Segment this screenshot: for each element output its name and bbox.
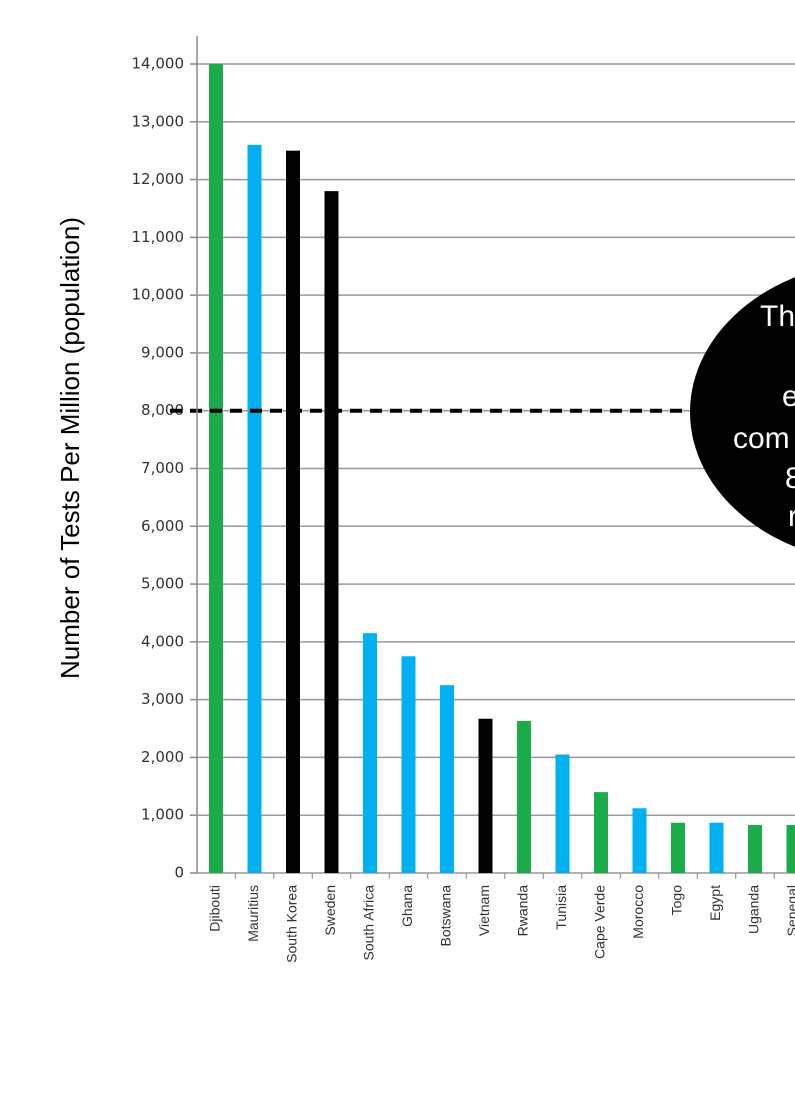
bar [363, 633, 377, 873]
bar [286, 150, 300, 873]
annotation-text: 8 [785, 462, 795, 495]
y-tick-label: 0 [174, 864, 184, 882]
x-tick-label: Rwanda [515, 885, 531, 937]
bar [632, 808, 647, 873]
bar [748, 825, 762, 873]
y-tick-label: 1,000 [141, 806, 184, 824]
x-tick-label: Senegal [784, 885, 795, 936]
annotation-text: com [733, 422, 790, 455]
x-tick-label: Botswana [438, 885, 454, 947]
bar [786, 825, 795, 873]
x-tick-label: Cape Verde [592, 885, 608, 959]
x-tick-label: Sweden [322, 885, 338, 936]
x-tick-label: Tunisia [553, 885, 569, 930]
y-tick-label: 9,000 [141, 343, 184, 361]
bars: Djibouti Mauritius South Korea Sweden South … [207, 64, 795, 963]
bar [209, 64, 223, 873]
x-tick-label: Morocco [630, 885, 646, 939]
y-tick-label: 6,000 [141, 517, 184, 535]
bar [324, 191, 339, 874]
x-tick-label: Togo [669, 885, 685, 916]
y-tick-label: 13,000 [132, 112, 185, 130]
y-tick-label: 10,000 [132, 286, 185, 304]
x-tick-label: Vietnam [476, 885, 492, 936]
bar [247, 144, 262, 873]
x-tick-label: South Africa [361, 885, 377, 961]
x-tick-label: Egypt [707, 885, 723, 921]
x-tick-label: Ghana [399, 885, 415, 927]
y-tick-label: 4,000 [141, 632, 184, 650]
y-tick-label: 11,000 [132, 228, 185, 246]
y-tick-label: 12,000 [132, 170, 185, 188]
annotation-text: e [782, 380, 795, 413]
y-tick-label: 14,000 [132, 55, 185, 73]
y-tick-label: 3,000 [141, 690, 184, 708]
y-tick-label: 8,000 [141, 401, 184, 419]
x-tick-label: Djibouti [207, 885, 223, 932]
grid: 0 1,000 2,000 3,000 4,000 5,000 6,000 7,000 8,00… [132, 55, 795, 882]
bar [440, 685, 454, 873]
bar [671, 822, 685, 873]
x-tick-label: Mauritius [245, 885, 261, 942]
annotation-bubble [690, 277, 795, 547]
bar [709, 822, 724, 873]
bar [594, 792, 608, 873]
bar [517, 721, 531, 873]
annotation: Th e com 8 r [690, 277, 795, 547]
y-tick-label: 5,000 [141, 575, 184, 593]
y-tick-label: 2,000 [141, 748, 184, 766]
annotation-text: Th [760, 300, 795, 333]
annotation-text: r [788, 500, 795, 533]
bar [401, 656, 416, 873]
y-axis-label: Number of Tests Per Million (population) [55, 217, 85, 679]
bar [478, 718, 493, 873]
x-tick-label: South Korea [284, 885, 300, 963]
bar [555, 754, 570, 873]
y-tick-label: 7,000 [141, 459, 184, 477]
x-tick-label: Uganda [746, 885, 762, 934]
